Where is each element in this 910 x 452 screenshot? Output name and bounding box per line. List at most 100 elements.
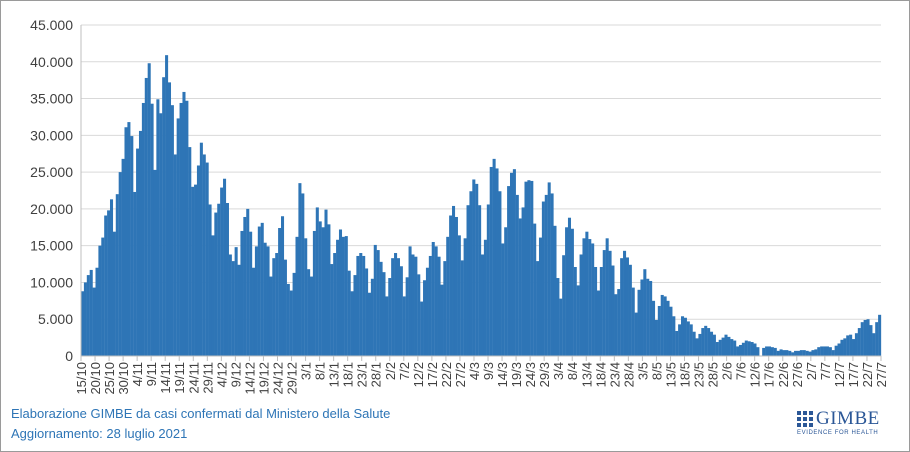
x-tick-label: 27/6 bbox=[790, 362, 805, 387]
bar bbox=[709, 331, 714, 356]
y-tick-label: 35.000 bbox=[30, 91, 73, 107]
bar bbox=[220, 187, 224, 356]
bar bbox=[507, 186, 511, 356]
bar bbox=[562, 255, 566, 356]
bar bbox=[524, 181, 528, 356]
bar bbox=[611, 265, 615, 356]
bar bbox=[814, 349, 818, 356]
bar bbox=[382, 272, 386, 356]
gimbe-logo: GIMBE EVIDENCE FOR HEALTH bbox=[797, 408, 887, 440]
bar bbox=[744, 340, 748, 356]
bar bbox=[283, 259, 287, 356]
bar bbox=[367, 292, 372, 356]
x-tick-label: 17/6 bbox=[762, 362, 777, 387]
bar bbox=[857, 328, 861, 356]
bar bbox=[350, 291, 354, 356]
bar bbox=[156, 99, 160, 356]
logo-tagline: EVIDENCE FOR HEALTH bbox=[797, 430, 879, 436]
bar bbox=[495, 168, 499, 356]
bar bbox=[124, 127, 128, 357]
bar bbox=[799, 350, 803, 356]
bar bbox=[147, 63, 151, 356]
bar bbox=[657, 305, 661, 356]
bar bbox=[269, 276, 273, 356]
bar bbox=[356, 255, 360, 356]
bar bbox=[98, 245, 102, 356]
x-tick-label: 7/7 bbox=[818, 362, 833, 380]
bar bbox=[373, 244, 377, 356]
bar bbox=[379, 261, 383, 356]
bar bbox=[138, 130, 143, 356]
bar bbox=[394, 253, 398, 356]
bar bbox=[512, 169, 516, 356]
x-tick-label: 3/1 bbox=[299, 362, 314, 380]
x-tick-label: 9/11 bbox=[144, 362, 159, 386]
bar bbox=[617, 289, 621, 356]
bar bbox=[472, 179, 476, 356]
bar bbox=[101, 237, 105, 356]
bar bbox=[469, 191, 473, 356]
bar bbox=[715, 342, 719, 356]
bar bbox=[538, 237, 543, 356]
bar bbox=[681, 316, 685, 356]
bar bbox=[637, 289, 641, 356]
bar bbox=[486, 204, 490, 356]
bar bbox=[515, 194, 519, 356]
bar bbox=[625, 257, 629, 356]
y-tick-label: 45.000 bbox=[30, 17, 73, 33]
bar bbox=[475, 183, 479, 356]
bar bbox=[631, 287, 635, 356]
x-tick-label: 28/5 bbox=[706, 362, 721, 387]
bar bbox=[466, 205, 470, 356]
bar bbox=[852, 339, 856, 356]
bar bbox=[741, 342, 745, 356]
bar bbox=[672, 316, 676, 356]
bar bbox=[211, 235, 215, 356]
bar bbox=[307, 269, 311, 356]
bar bbox=[231, 261, 235, 356]
chart-plot: 0 5.000 10.000 15.000 20.000 25.000 30.000 35.0… bbox=[30, 17, 889, 395]
bar bbox=[750, 342, 754, 356]
x-tick-label: 24/12 bbox=[270, 362, 285, 395]
x-tick-label: 23/4 bbox=[607, 362, 622, 387]
bar bbox=[344, 236, 348, 356]
bar bbox=[333, 253, 337, 356]
bar bbox=[623, 250, 627, 356]
bar bbox=[808, 351, 812, 356]
bar bbox=[144, 77, 148, 357]
bar bbox=[686, 321, 690, 356]
x-tick-label: 7/6 bbox=[734, 362, 749, 380]
bar bbox=[301, 193, 305, 356]
bar bbox=[260, 222, 264, 356]
bar bbox=[698, 333, 702, 356]
x-tick-label: 29/11 bbox=[200, 362, 215, 394]
bar bbox=[460, 260, 464, 356]
bar bbox=[640, 279, 644, 356]
bar bbox=[196, 165, 200, 356]
bar bbox=[194, 184, 198, 356]
bar bbox=[654, 319, 658, 356]
bar bbox=[92, 287, 96, 356]
bar bbox=[738, 344, 743, 356]
bar bbox=[828, 347, 832, 356]
bar bbox=[481, 254, 485, 356]
bar bbox=[118, 172, 122, 356]
bar bbox=[701, 328, 705, 356]
bar bbox=[831, 350, 835, 356]
bar bbox=[492, 158, 496, 356]
bar bbox=[246, 208, 250, 356]
bar bbox=[179, 102, 183, 356]
bar bbox=[817, 347, 821, 356]
bar bbox=[391, 258, 395, 356]
bar bbox=[547, 182, 551, 356]
bar bbox=[214, 212, 218, 356]
bar bbox=[292, 272, 296, 356]
bar bbox=[733, 340, 737, 356]
bar bbox=[127, 122, 131, 356]
bar bbox=[541, 201, 545, 356]
bar bbox=[559, 298, 563, 356]
bar bbox=[167, 82, 172, 357]
bar bbox=[81, 291, 85, 356]
bar bbox=[417, 274, 421, 356]
bar bbox=[281, 216, 285, 356]
